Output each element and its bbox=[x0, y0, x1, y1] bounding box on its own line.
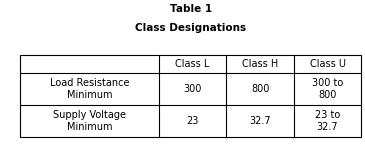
Text: Class L: Class L bbox=[175, 59, 210, 69]
Text: 32.7: 32.7 bbox=[249, 116, 271, 126]
Text: Supply Voltage
Minimum: Supply Voltage Minimum bbox=[53, 110, 126, 132]
Text: Class U: Class U bbox=[310, 59, 346, 69]
Text: 23: 23 bbox=[187, 116, 199, 126]
Text: Class H: Class H bbox=[242, 59, 278, 69]
Text: 300 to
800: 300 to 800 bbox=[312, 78, 343, 101]
Text: 800: 800 bbox=[251, 84, 269, 94]
Text: Class Designations: Class Designations bbox=[135, 23, 246, 33]
Text: 23 to
32.7: 23 to 32.7 bbox=[315, 110, 340, 132]
Text: 300: 300 bbox=[183, 84, 202, 94]
Bar bbox=[20, 55, 361, 137]
Text: Table 1: Table 1 bbox=[170, 4, 212, 14]
Text: Load Resistance
Minimum: Load Resistance Minimum bbox=[50, 78, 129, 101]
